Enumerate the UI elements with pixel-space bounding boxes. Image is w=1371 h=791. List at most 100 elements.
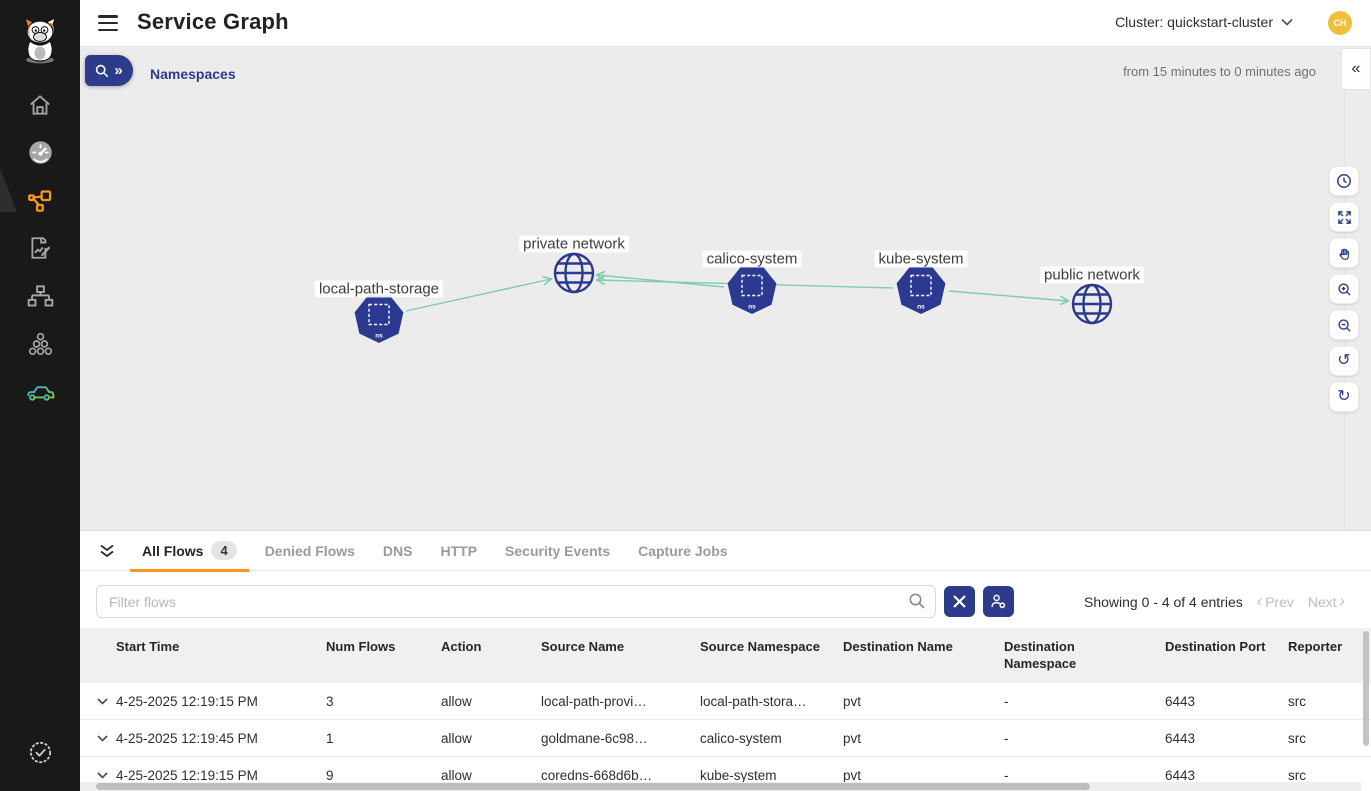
sidebar-item-network[interactable] bbox=[0, 276, 80, 316]
node-calico-system[interactable] bbox=[726, 265, 778, 315]
fit-to-view-button[interactable] bbox=[1329, 202, 1359, 232]
sidebar-item-home[interactable] bbox=[0, 85, 80, 125]
cell-reporter: src bbox=[1288, 730, 1306, 746]
node-label-local-path-storage[interactable]: local-path-storage bbox=[314, 280, 444, 298]
sidebar-item-service-graph[interactable] bbox=[0, 180, 80, 220]
table-row[interactable]: 4-25-2025 12:19:15 PM 9 allow coredns-66… bbox=[80, 757, 1371, 791]
cell-action: allow bbox=[441, 730, 472, 746]
node-private-network[interactable] bbox=[553, 252, 595, 294]
table-row[interactable]: 4-25-2025 12:19:45 PM 1 allow goldmane-6… bbox=[80, 720, 1371, 757]
vertical-scrollbar[interactable] bbox=[1363, 631, 1369, 746]
col-header-reporter[interactable]: Reporter bbox=[1288, 639, 1343, 654]
cell-source-namespace: local-path-stora… bbox=[700, 693, 807, 709]
hand-icon bbox=[1338, 248, 1349, 260]
next-label: Next bbox=[1307, 593, 1337, 610]
sidebar bbox=[0, 0, 80, 791]
tab-dns[interactable]: DNS bbox=[369, 531, 427, 571]
cell-destination-namespace: - bbox=[1004, 767, 1009, 783]
breadcrumb[interactable]: Namespaces bbox=[150, 66, 236, 82]
service-graph-canvas[interactable]: ns local-path-storage private ne bbox=[80, 47, 1371, 530]
edge-localpathstorage-privatenetwork[interactable] bbox=[405, 279, 551, 312]
col-header-destination-namespace[interactable]: Destination Namespace bbox=[1004, 639, 1077, 671]
chevron-down-icon bbox=[96, 734, 108, 742]
panel-collapse-button[interactable] bbox=[94, 538, 120, 564]
time-settings-button[interactable] bbox=[1329, 166, 1359, 196]
zoom-out-button[interactable] bbox=[1329, 310, 1359, 340]
sidebar-item-compliance-car[interactable] bbox=[0, 371, 80, 411]
clear-filter-button[interactable] bbox=[944, 586, 975, 617]
zoom-out-icon bbox=[1337, 318, 1351, 332]
cell-start-time: 4-25-2025 12:19:45 PM bbox=[116, 730, 258, 746]
zoom-in-button[interactable] bbox=[1329, 274, 1359, 304]
cluster-selector-label: Cluster: quickstart-cluster bbox=[1115, 14, 1273, 30]
cell-action: allow bbox=[441, 693, 472, 709]
tab-denied-flows[interactable]: Denied Flows bbox=[251, 531, 369, 571]
edge-kubesystem-publicnetwork[interactable] bbox=[948, 290, 1068, 301]
table-row[interactable]: 4-25-2025 12:19:15 PM 3 allow local-path… bbox=[80, 683, 1371, 720]
cell-destination-namespace: - bbox=[1004, 730, 1009, 746]
hamburger-menu-button[interactable] bbox=[98, 15, 118, 31]
node-local-path-storage[interactable] bbox=[353, 294, 405, 344]
sidebar-item-dashboard[interactable] bbox=[0, 132, 80, 172]
car-icon bbox=[27, 386, 55, 401]
col-header-num-flows[interactable]: Num Flows bbox=[326, 639, 396, 654]
top-header: Service Graph Cluster: quickstart-cluste… bbox=[80, 0, 1371, 47]
col-header-source-name[interactable]: Source Name bbox=[541, 639, 625, 654]
col-header-destination-port[interactable]: Destination Port bbox=[1165, 639, 1266, 654]
tab-capture-jobs[interactable]: Capture Jobs bbox=[624, 531, 741, 571]
pan-mode-button[interactable] bbox=[1329, 238, 1359, 268]
node-label-kube-system[interactable]: kube-system bbox=[874, 250, 968, 268]
right-panel-collapse-button[interactable]: « bbox=[1341, 48, 1371, 90]
node-public-network[interactable] bbox=[1071, 283, 1113, 325]
graph-search-button[interactable]: » bbox=[85, 55, 133, 86]
cluster-selector[interactable]: Cluster: quickstart-cluster bbox=[1115, 14, 1293, 30]
prev-button[interactable]: ‹ Prev bbox=[1257, 593, 1294, 610]
user-avatar[interactable]: CH bbox=[1328, 11, 1352, 35]
cell-source-namespace: calico-system bbox=[700, 730, 782, 746]
col-header-destination-name[interactable]: Destination Name bbox=[843, 639, 953, 654]
sidebar-item-reports[interactable] bbox=[0, 228, 80, 268]
sidebar-item-certificate[interactable] bbox=[0, 732, 80, 772]
flows-panel: All Flows 4 Denied Flows DNS HTTP Securi… bbox=[80, 530, 1371, 791]
graph-svg: ns bbox=[353, 252, 1113, 344]
cell-start-time: 4-25-2025 12:19:15 PM bbox=[116, 767, 258, 783]
tab-all-flows[interactable]: All Flows 4 bbox=[128, 531, 251, 572]
next-button[interactable]: Next › bbox=[1307, 593, 1345, 610]
search-icon[interactable] bbox=[908, 592, 926, 615]
row-expand-chevron[interactable] bbox=[88, 771, 116, 779]
cell-destination-port: 6443 bbox=[1165, 767, 1196, 783]
sidebar-item-clusters[interactable] bbox=[0, 324, 80, 364]
column-customize-button[interactable] bbox=[983, 586, 1014, 617]
service-graph-icon bbox=[27, 189, 51, 212]
calico-logo[interactable] bbox=[18, 14, 62, 64]
flows-filter-row: Showing 0 - 4 of 4 entries ‹ Prev Next › bbox=[80, 571, 1371, 628]
chevron-down-icon bbox=[1281, 18, 1293, 26]
cell-destination-name: pvt bbox=[843, 767, 862, 783]
flows-table: Start Time Num Flows Action Source Name … bbox=[80, 628, 1371, 791]
edge-calicosystem-privatenetwork[interactable] bbox=[597, 275, 725, 288]
horizontal-scrollbar[interactable] bbox=[96, 783, 1090, 790]
undo-layout-button[interactable]: ↺ bbox=[1329, 346, 1359, 376]
row-expand-chevron[interactable] bbox=[88, 734, 116, 742]
cell-source-name: coredns-668d6b… bbox=[541, 767, 653, 783]
node-label-public-network[interactable]: public network bbox=[1040, 266, 1144, 284]
tab-http[interactable]: HTTP bbox=[426, 531, 491, 571]
col-header-source-namespace[interactable]: Source Namespace bbox=[700, 639, 820, 654]
showing-entries-label: Showing 0 - 4 of 4 entries bbox=[1084, 593, 1243, 610]
tab-label: Denied Flows bbox=[264, 542, 355, 559]
cell-start-time: 4-25-2025 12:19:15 PM bbox=[116, 693, 258, 709]
col-header-start-time[interactable]: Start Time bbox=[116, 639, 180, 654]
report-edit-icon bbox=[31, 237, 51, 259]
filter-flows-input[interactable] bbox=[96, 585, 936, 618]
refresh-button[interactable]: ↻ bbox=[1329, 382, 1359, 412]
row-expand-chevron[interactable] bbox=[88, 697, 116, 705]
clock-icon bbox=[1337, 174, 1351, 188]
col-header-action[interactable]: Action bbox=[441, 639, 482, 654]
node-label-calico-system[interactable]: calico-system bbox=[702, 250, 802, 268]
time-range-label: from 15 minutes to 0 minutes ago bbox=[1123, 64, 1316, 79]
node-kube-system[interactable] bbox=[895, 265, 947, 315]
node-label-private-network[interactable]: private network bbox=[519, 235, 629, 253]
tab-security-events[interactable]: Security Events bbox=[491, 531, 624, 571]
prev-label: Prev bbox=[1265, 593, 1294, 610]
home-icon bbox=[30, 95, 50, 115]
